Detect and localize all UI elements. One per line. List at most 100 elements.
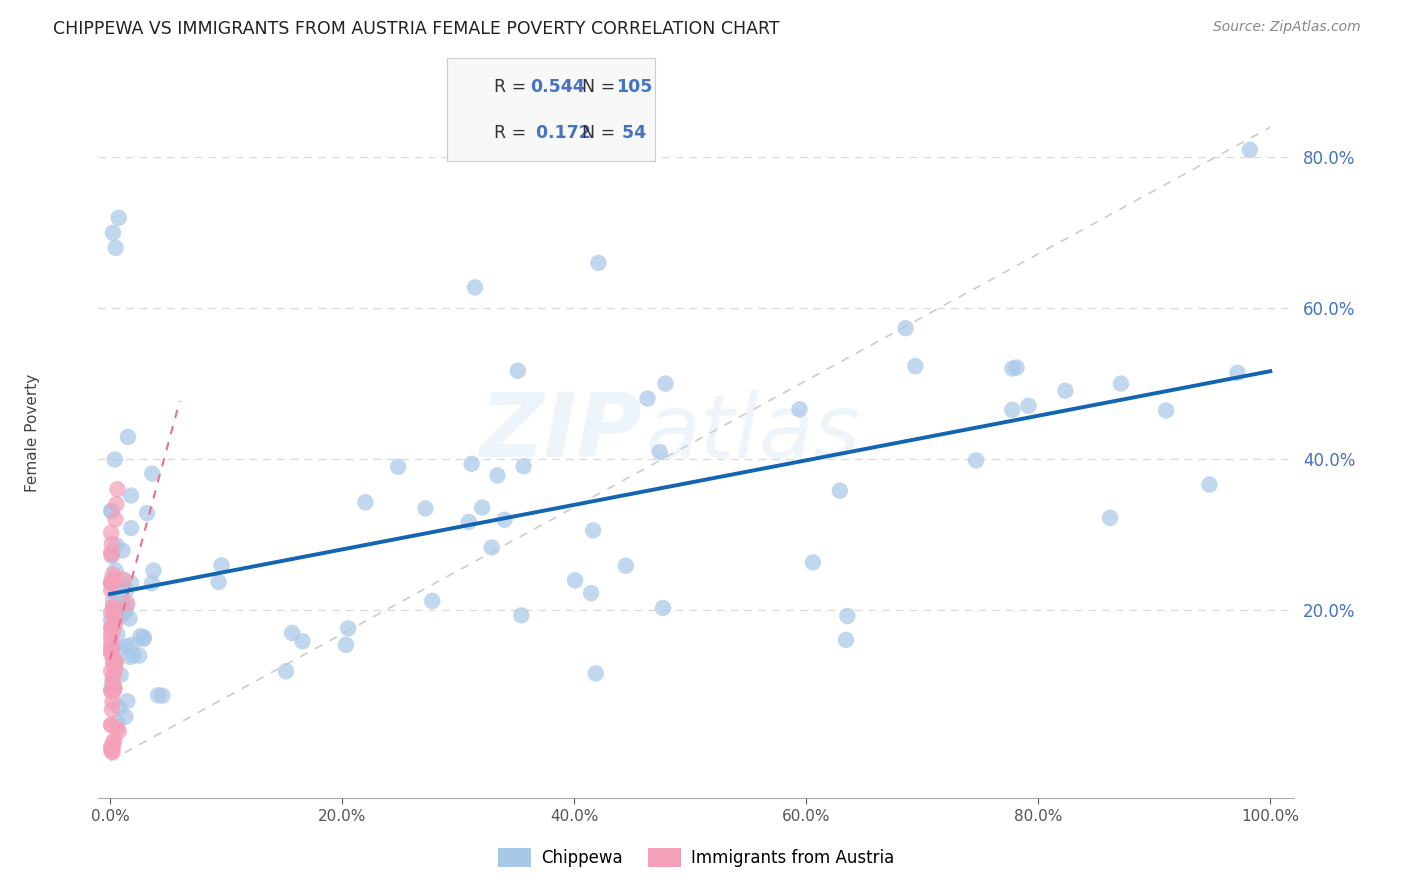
Point (801, 556, 824, 570)
Point (118, 611, 141, 625)
Point (150, 689, 173, 703)
Point (100, 632, 122, 647)
Point (335, 638, 357, 652)
Point (105, 482, 128, 496)
Point (101, 736, 124, 750)
Point (101, 695, 124, 709)
Point (101, 745, 124, 759)
Point (894, 321, 917, 335)
Point (112, 604, 135, 618)
Point (1154, 403, 1177, 417)
Point (510, 608, 533, 623)
Point (1018, 399, 1040, 413)
Point (100, 744, 122, 758)
Point (100, 739, 122, 754)
Point (103, 685, 125, 699)
Point (120, 649, 142, 664)
Point (100, 504, 122, 518)
Point (579, 586, 602, 600)
Point (132, 632, 155, 646)
Point (104, 611, 127, 625)
Point (464, 280, 486, 294)
Point (120, 575, 142, 590)
Point (100, 574, 122, 589)
Point (100, 664, 122, 678)
Point (100, 613, 122, 627)
Point (111, 543, 134, 558)
Point (100, 628, 122, 642)
Point (471, 500, 494, 515)
Point (104, 655, 127, 669)
Point (105, 715, 128, 730)
Point (104, 654, 127, 668)
Point (120, 489, 142, 503)
Point (117, 694, 139, 708)
Point (101, 702, 124, 716)
Point (654, 376, 676, 391)
Point (122, 648, 145, 662)
Point (1005, 360, 1028, 375)
Point (112, 573, 135, 587)
Point (105, 538, 128, 552)
Point (101, 624, 124, 638)
Point (105, 722, 128, 736)
Point (100, 643, 122, 657)
Text: 0.172: 0.172 (530, 124, 591, 142)
Point (104, 571, 127, 585)
Point (108, 700, 131, 714)
Point (108, 597, 131, 611)
Point (564, 574, 586, 588)
Point (585, 666, 607, 681)
Point (100, 645, 122, 659)
Point (457, 515, 479, 529)
Point (101, 594, 124, 608)
Point (132, 631, 155, 645)
Point (1109, 376, 1132, 391)
Text: N =: N = (582, 78, 621, 95)
Point (1001, 361, 1024, 376)
Point (100, 548, 122, 562)
Point (103, 599, 125, 613)
Point (100, 620, 122, 634)
Point (104, 616, 127, 631)
Point (115, 639, 138, 653)
Point (100, 717, 122, 731)
Point (121, 638, 143, 652)
Text: CHIPPEWA VS IMMIGRANTS FROM AUSTRIA FEMALE POVERTY CORRELATION CHART: CHIPPEWA VS IMMIGRANTS FROM AUSTRIA FEMA… (53, 20, 780, 37)
Point (100, 575, 122, 590)
Point (828, 483, 851, 498)
Y-axis label: Female Poverty: Female Poverty (25, 374, 41, 491)
Point (481, 541, 503, 555)
Point (114, 604, 136, 618)
Point (100, 606, 122, 620)
Point (652, 601, 675, 615)
Point (115, 582, 138, 597)
Point (108, 641, 131, 656)
Text: 105: 105 (616, 78, 652, 95)
Point (104, 241, 127, 255)
Point (101, 226, 124, 240)
Point (141, 576, 163, 591)
Text: 0.544: 0.544 (530, 78, 585, 95)
Point (103, 657, 125, 671)
Point (103, 669, 125, 683)
Point (136, 506, 159, 520)
Point (506, 364, 529, 378)
Point (337, 621, 360, 635)
Point (107, 724, 129, 739)
Point (835, 632, 858, 647)
Point (1198, 477, 1220, 491)
Point (129, 629, 152, 643)
Point (101, 673, 124, 688)
Point (100, 641, 122, 656)
Point (101, 605, 124, 619)
Point (100, 682, 122, 697)
Point (648, 445, 671, 459)
Point (1226, 366, 1249, 380)
Point (207, 574, 229, 589)
Point (101, 655, 124, 669)
Point (117, 430, 139, 444)
Point (100, 647, 122, 661)
Point (120, 521, 142, 535)
Point (420, 594, 443, 608)
